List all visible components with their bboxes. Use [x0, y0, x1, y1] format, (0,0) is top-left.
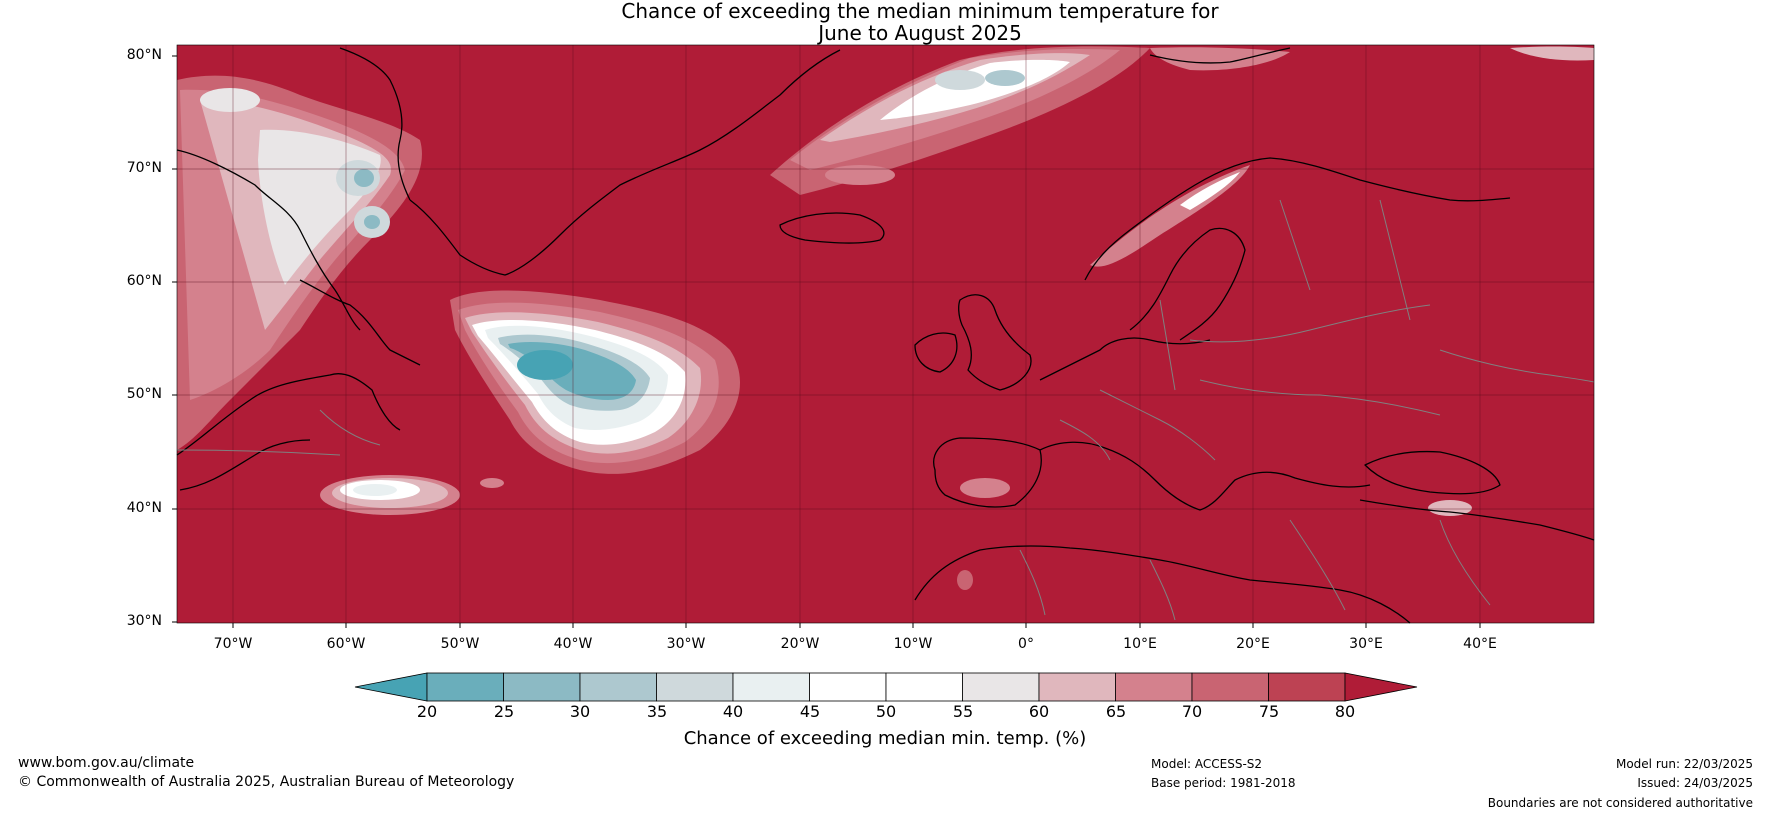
contour-region-north-atlantic: [450, 290, 740, 474]
coast-labrador: [176, 373, 401, 456]
coast-iberia: [933, 437, 1042, 508]
coast-greenland-west: [339, 47, 411, 201]
lat-ticks: [172, 55, 177, 623]
colorbar-segment: [426, 672, 504, 702]
lon-label-70w: 70°W: [213, 636, 253, 652]
coast-svalbard: [1149, 47, 1291, 64]
footer-model: Model: ACCESS-S2: [1151, 757, 1263, 771]
lon-label-60w: 60°W: [326, 636, 366, 652]
colorbar-tick-75: 75: [1258, 702, 1280, 721]
colorbar-extend-high: [1344, 672, 1418, 702]
coast-iceland: [779, 212, 885, 244]
colorbar-segment: [732, 672, 810, 702]
political-borders: [176, 199, 1595, 621]
map-title-line-1: Chance of exceeding the median minimum t…: [621, 0, 1219, 23]
graticule: [177, 45, 1594, 623]
coast-newfoundland: [179, 439, 311, 491]
colorbar-segment: [885, 672, 963, 702]
colorbar-segment: [503, 672, 581, 702]
colorbar-tick-45: 45: [799, 702, 821, 721]
footer-model-run: Model run: 22/03/2025: [1615, 757, 1753, 771]
colorbar-tick-25: 25: [493, 702, 515, 721]
contour-region-misc: [480, 165, 1472, 590]
colorbar-tick-30: 30: [569, 702, 591, 721]
colorbar-label: Chance of exceeding median min. temp. (%…: [683, 728, 1087, 749]
colorbar-tick-55: 55: [952, 702, 974, 721]
colorbar-extend-low: [354, 672, 428, 702]
colorbar-tick-70: 70: [1181, 702, 1203, 721]
colorbar-segment: [809, 672, 887, 702]
colorbar-tick-80: 80: [1334, 702, 1356, 721]
colorbar-tick-65: 65: [1105, 702, 1127, 721]
lon-label-40e: 40°E: [1463, 636, 1497, 652]
coastlines: [176, 47, 1595, 624]
lon-label-0: 0°: [1018, 636, 1034, 652]
colorbar-segment: [656, 672, 734, 702]
colorbar-tick-40: 40: [722, 702, 744, 721]
lon-label-20e: 20°E: [1236, 636, 1270, 652]
footer-copyright: © Commonwealth of Australia 2025, Austra…: [18, 774, 515, 790]
lon-label-30w: 30°W: [666, 636, 706, 652]
coast-mediterranean-north: [1039, 441, 1371, 511]
colorbar-segments: [354, 672, 1418, 702]
lon-label-30e: 30°E: [1349, 636, 1383, 652]
colorbar-segment: [1268, 672, 1346, 702]
coast-black-sea: [1364, 450, 1501, 495]
coast-africa-north: [914, 545, 1411, 624]
colorbar-segment: [579, 672, 657, 702]
coast-baffin: [176, 149, 361, 331]
coast-norway: [1084, 157, 1511, 281]
coast-britain: [958, 294, 1032, 391]
lat-label-50n: 50°N: [126, 386, 162, 402]
lon-label-40w: 40°W: [553, 636, 593, 652]
footer-base-period: Base period: 1981-2018: [1151, 776, 1296, 790]
colorbar-segment: [962, 672, 1040, 702]
lat-label-40n: 40°N: [126, 500, 162, 516]
coast-labrador-north: [299, 279, 421, 366]
lat-label-70n: 70°N: [126, 160, 162, 176]
lon-label-20w: 20°W: [780, 636, 820, 652]
colorbar-segment: [1115, 672, 1193, 702]
colorbar-tick-60: 60: [1028, 702, 1050, 721]
colorbar-tick-35: 35: [646, 702, 668, 721]
lon-ticks: [232, 623, 1481, 628]
contour-region-nova-scotia: [320, 475, 460, 515]
colorbar-segment: [1191, 672, 1269, 702]
map-title-line-2: June to August 2025: [818, 21, 1022, 45]
coast-greenland: [409, 49, 841, 276]
lat-label-60n: 60°N: [126, 273, 162, 289]
lat-label-30n: 30°N: [126, 613, 162, 629]
colorbar-tick-20: 20: [416, 702, 438, 721]
coast-ireland: [914, 332, 958, 373]
lon-label-10w: 10°W: [893, 636, 933, 652]
coast-baltic: [1129, 227, 1246, 341]
lon-label-10e: 10°E: [1123, 636, 1157, 652]
lon-label-50w: 50°W: [440, 636, 480, 652]
colorbar-tick-50: 50: [875, 702, 897, 721]
colorbar-segment: [1038, 672, 1116, 702]
footer-disclaimer: Boundaries are not considered authoritat…: [1487, 796, 1753, 810]
footer-url: www.bom.gov.au/climate: [18, 755, 195, 771]
map-frame: [176, 44, 1595, 624]
coast-turkey: [1359, 499, 1595, 541]
contour-region-fram-strait: [770, 46, 1594, 195]
footer-issued: Issued: 24/03/2025: [1637, 776, 1753, 790]
lat-label-80n: 80°N: [126, 47, 162, 63]
coast-europe-west: [1039, 337, 1211, 381]
